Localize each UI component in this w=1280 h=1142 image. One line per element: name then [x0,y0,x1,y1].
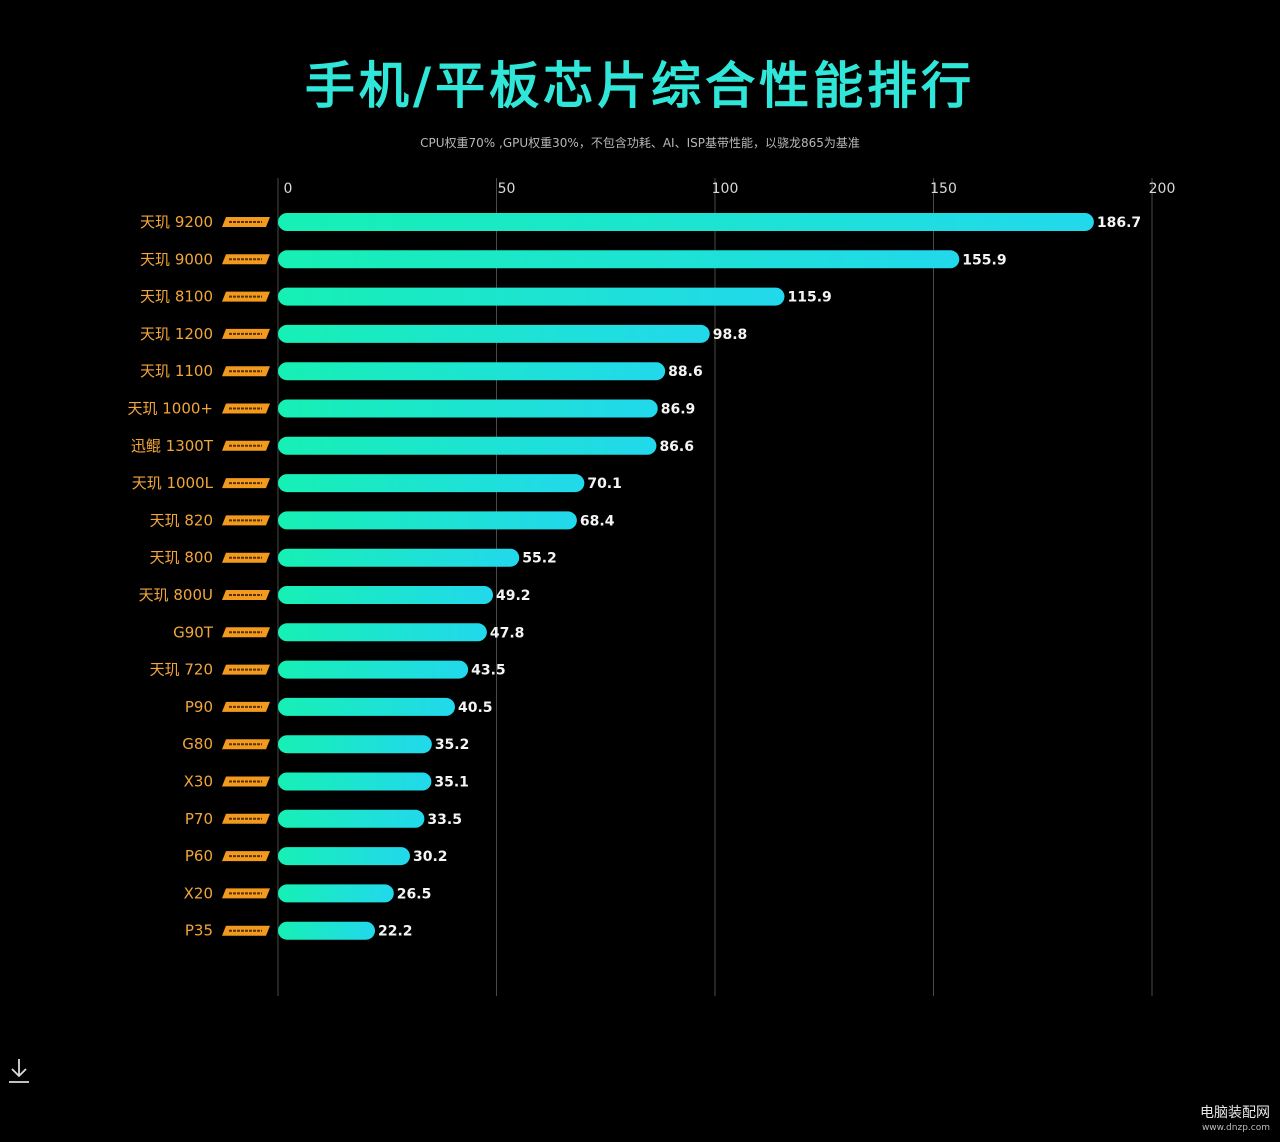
bar [278,884,394,903]
category-label: P70 [185,810,213,828]
bar [278,250,960,269]
bar [278,772,432,791]
category-label: 天玑 8100 [140,288,213,306]
bar [278,548,520,567]
bar-row: 天玑 800U 49.2 [139,586,531,604]
bar [278,324,710,343]
bar [278,623,487,642]
tick-label-150: 150 [930,181,957,197]
bar-row: P35 22.2 [185,921,413,940]
value-label: 26.5 [397,886,432,902]
value-label: 49.2 [496,588,531,604]
bar [278,697,455,716]
chart-title: 手机/平板芯片综合性能排行 [304,57,976,115]
bar-row: 天玑 820 68.4 [150,511,615,530]
bar-row: 天玑 1100 88.6 [140,362,703,381]
category-label: 天玑 720 [150,661,213,679]
bar [278,213,1094,231]
bar-row: X20 26.5 [184,884,432,903]
bar-row: P90 40.5 [185,697,493,716]
bar-row: 迅鲲 1300T 86.6 [131,436,694,455]
value-label: 35.1 [434,775,469,791]
watermark-text: 电脑装配网 [1200,1105,1270,1121]
value-label: 70.1 [587,476,622,492]
tick-label-50: 50 [498,181,516,197]
category-label: 天玑 800U [139,586,213,604]
bar-row: 天玑 9200 186.7 [140,213,1141,231]
bar [278,474,585,493]
value-label: 33.5 [427,812,462,828]
grid-lines [277,178,1153,996]
bar-row: 天玑 1000L 70.1 [132,474,622,493]
category-label: 天玑 1000+ [127,400,213,418]
tick-label-200: 200 [1149,181,1176,197]
bar [278,809,425,828]
value-label: 35.2 [435,737,470,753]
value-label: 98.8 [713,327,748,343]
bar [278,586,494,604]
value-label: 43.5 [471,663,506,679]
category-label: X20 [184,884,213,902]
value-label: 115.9 [787,290,831,306]
bar [278,362,666,381]
bar-row: P70 33.5 [185,809,462,828]
x-axis-ticks: 0 50 100 150 200 [284,181,1176,197]
category-label: 迅鲲 1300T [131,437,214,455]
category-label: G90T [173,623,214,641]
bar [278,921,376,940]
value-label: 47.8 [490,625,525,641]
value-label: 22.2 [378,924,413,940]
category-label: 天玑 1000L [132,474,214,492]
category-label: X30 [184,773,213,791]
chart-subtitle: CPU权重70% ,GPU权重30%，不包含功耗、AI、ISP基带性能，以骁龙8… [420,136,860,150]
bars: 天玑 9200 186.7 天玑 9000 155.9 天玑 8100 115.9 天玑 1… [127,213,1141,940]
bar [278,735,432,754]
category-label: P90 [185,698,213,716]
bar-row: G90T 47.8 [173,623,525,642]
category-label: 天玑 1200 [140,325,213,343]
bar-row: G80 35.2 [182,735,470,754]
value-label: 86.6 [659,439,694,455]
bar [278,511,577,530]
bar-row: P60 30.2 [185,847,448,866]
value-label: 55.2 [522,551,557,567]
category-label: 天玑 820 [150,511,213,529]
bar-row: 天玑 1000+ 86.9 [127,399,696,418]
download-icon[interactable] [6,1056,32,1086]
category-label: P60 [185,847,213,865]
bar [278,399,658,418]
value-label: 86.9 [661,402,696,418]
bar-row: X30 35.1 [184,772,469,791]
value-label: 88.6 [668,364,703,380]
bar-row: 天玑 9000 155.9 [140,250,1007,269]
bar-row: 天玑 1200 98.8 [140,324,748,343]
tick-label-100: 100 [712,181,739,197]
site-watermark: 电脑装配网 www.dnzp.com [1200,1106,1270,1136]
category-label: 天玑 9200 [140,213,213,231]
watermark-url: www.dnzp.com [1201,1123,1270,1133]
value-label: 40.5 [458,700,493,716]
bar [278,436,657,455]
value-label: 68.4 [580,513,615,529]
category-label: P35 [185,922,213,940]
category-label: G80 [182,735,213,753]
category-label: 天玑 9000 [140,250,213,268]
category-label: 天玑 1100 [140,362,213,380]
value-label: 30.2 [413,849,448,865]
bar [278,847,410,866]
bar-row: 天玑 8100 115.9 [140,287,832,306]
value-label: 186.7 [1097,215,1141,231]
bar [278,287,785,306]
value-label: 155.9 [962,252,1006,268]
tick-label-0: 0 [284,181,293,197]
bar-row: 天玑 800 55.2 [150,548,557,567]
category-label: 天玑 800 [150,549,213,567]
bar [278,660,469,679]
bar-row: 天玑 720 43.5 [150,660,506,679]
